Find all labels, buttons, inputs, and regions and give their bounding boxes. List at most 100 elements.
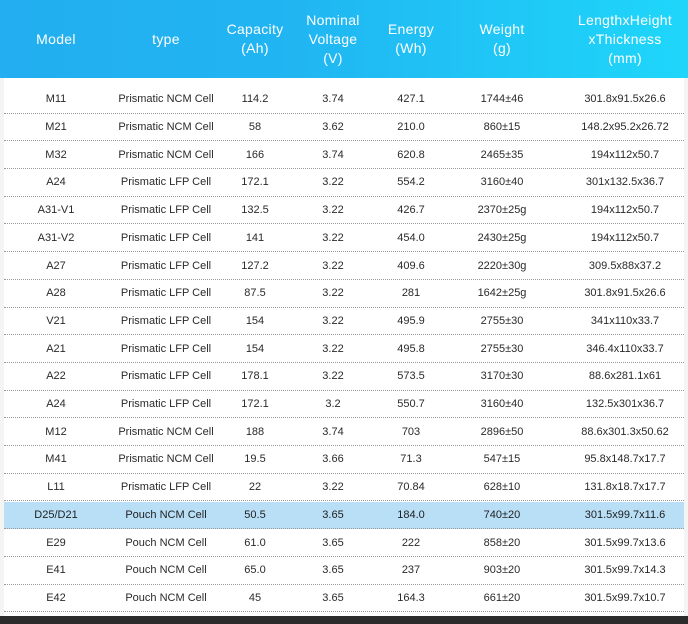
- cell-energy: 222: [401, 536, 421, 549]
- cell-model: M21: [45, 121, 67, 134]
- cell-voltage: 3.22: [322, 231, 344, 244]
- cell-weight: 661±20: [483, 591, 521, 604]
- cell-weight: 2220±30g: [477, 259, 527, 272]
- cell-type: Pouch NCM Cell: [125, 591, 207, 604]
- cell-capacity: 87.5: [244, 287, 266, 300]
- cell-type: Prismatic LFP Cell: [120, 204, 212, 217]
- cell-weight: 1744±46: [480, 93, 524, 106]
- table-row: A31-V1 Prismatic LFP Cell 132.5 3.22 426.7 23…: [4, 196, 684, 225]
- cell-type: Prismatic LFP Cell: [120, 342, 212, 355]
- cell-capacity: 154: [245, 342, 265, 355]
- cell-dimensions: 301.5x99.7x10.7: [584, 591, 666, 604]
- header-model: Model: [36, 30, 76, 47]
- cell-dimensions: 309.5x88x37.2: [588, 259, 662, 272]
- right-edge: [684, 78, 688, 624]
- cell-type: Prismatic NCM Cell: [118, 425, 214, 438]
- cell-voltage: 3.22: [322, 259, 344, 272]
- cell-model: A24: [46, 176, 66, 189]
- cell-capacity: 178.1: [241, 370, 269, 383]
- cell-weight: 2755±30: [480, 314, 524, 327]
- cell-type: Prismatic LFP Cell: [120, 259, 212, 272]
- cell-capacity: 22: [248, 481, 262, 494]
- cell-weight: 3160±40: [480, 176, 524, 189]
- cell-weight: 3170±30: [480, 370, 524, 383]
- cell-model: M32: [45, 148, 67, 161]
- table-row: M32 Prismatic NCM Cell 166 3.74 620.8 2465±35…: [4, 141, 684, 170]
- cell-capacity: 19.5: [244, 453, 266, 466]
- cell-energy: 164.3: [397, 591, 425, 604]
- cell-dimensions: 301.5x99.7x14.3: [584, 564, 666, 577]
- cell-dimensions: 194x112x50.7: [590, 231, 660, 244]
- cell-capacity: 114.2: [241, 93, 269, 106]
- cell-model: A28: [46, 287, 66, 300]
- cell-energy: 454.0: [397, 231, 425, 244]
- cell-energy: 620.8: [397, 148, 425, 161]
- cell-voltage: 3.65: [322, 591, 344, 604]
- cell-weight: 3160±40: [480, 398, 524, 411]
- cell-dimensions: 301x132.5x36.7: [585, 176, 665, 189]
- cell-model: M41: [45, 453, 67, 466]
- header-weight: Weight (g): [479, 21, 525, 56]
- cell-type: Prismatic LFP Cell: [120, 481, 212, 494]
- cell-weight: 547±15: [483, 453, 521, 466]
- cell-model: A27: [46, 259, 66, 272]
- cell-weight: 2370±25g: [477, 204, 527, 217]
- table-row: A27 Prismatic LFP Cell 127.2 3.22 409.6 2220±…: [4, 252, 684, 280]
- cell-voltage: 3.22: [322, 287, 344, 300]
- cell-energy: 237: [401, 564, 421, 577]
- table-header: Model type Capacity (Ah) Nominal Voltage (V…: [0, 0, 688, 78]
- cell-dimensions: 132.5x301x36.7: [585, 398, 665, 411]
- cell-dimensions: 301.5x99.7x11.6: [584, 508, 666, 521]
- cell-capacity: 61.0: [244, 536, 266, 549]
- cell-energy: 281: [401, 287, 421, 300]
- cell-type: Prismatic NCM Cell: [118, 148, 214, 161]
- cell-energy: 426.7: [397, 204, 425, 217]
- cell-model: V21: [46, 314, 66, 327]
- cell-model: D25/D21: [34, 508, 78, 521]
- cell-type: Prismatic NCM Cell: [118, 121, 214, 134]
- cell-weight: 2465±35: [480, 148, 524, 161]
- cell-capacity: 188: [245, 425, 265, 438]
- table-row: M12 Prismatic NCM Cell 188 3.74 703 2896±50 88…: [4, 418, 684, 447]
- cell-capacity: 132.5: [241, 204, 269, 217]
- cell-model: M12: [45, 425, 67, 438]
- cell-capacity: 141: [245, 231, 265, 244]
- cell-voltage: 3.22: [322, 176, 344, 189]
- cell-model: E29: [46, 536, 66, 549]
- cell-voltage: 3.22: [322, 342, 344, 355]
- cell-energy: 71.3: [400, 453, 422, 466]
- header-energy: Energy (Wh): [387, 21, 435, 56]
- cell-type: Pouch NCM Cell: [125, 536, 207, 549]
- cell-voltage: 3.65: [322, 536, 344, 549]
- header-dimensions: LengthxHeight xThickness (mm): [577, 11, 673, 66]
- cell-dimensions: 301.5x99.7x13.6: [584, 536, 666, 549]
- cell-capacity: 166: [245, 148, 265, 161]
- cell-weight: 2755±30: [480, 342, 524, 355]
- cell-dimensions: 301.8x91.5x26.6: [584, 93, 666, 106]
- cell-voltage: 3.66: [322, 453, 344, 466]
- cell-dimensions: 148.2x95.2x26.72: [581, 121, 669, 134]
- cell-type: Pouch NCM Cell: [125, 564, 207, 577]
- cell-dimensions: 88.6x301.3x50.62: [581, 425, 669, 438]
- cell-weight: 628±10: [483, 481, 521, 494]
- cell-model: E42: [46, 591, 66, 604]
- cell-type: Pouch NCM Cell: [125, 508, 207, 521]
- cell-model: A31-V1: [37, 204, 75, 217]
- cell-type: Prismatic LFP Cell: [120, 176, 212, 189]
- cell-voltage: 3.65: [322, 508, 344, 521]
- cell-type: Prismatic LFP Cell: [120, 231, 212, 244]
- cell-dimensions: 95.8x148.7x17.7: [584, 453, 666, 466]
- bottom-edge: [0, 616, 688, 624]
- cell-dimensions: 131.8x18.7x17.7: [584, 481, 666, 494]
- cell-capacity: 45: [248, 591, 262, 604]
- table-row: A24 Prismatic LFP Cell 172.1 3.22 554.2 3160±…: [4, 169, 684, 197]
- cell-capacity: 127.2: [241, 259, 269, 272]
- table-row: M21 Prismatic NCM Cell 58 3.62 210.0 860±15 14…: [4, 113, 684, 142]
- cell-weight: 860±15: [483, 121, 521, 134]
- table-row: M41 Prismatic NCM Cell 19.5 3.66 71.3 547±15 9…: [4, 446, 684, 474]
- table-row: A21 Prismatic LFP Cell 154 3.22 495.8 2755±30…: [4, 335, 684, 363]
- cell-dimensions: 341x110x33.7: [590, 314, 660, 327]
- cell-energy: 550.7: [397, 398, 425, 411]
- table-row: L11 Prismatic LFP Cell 22 3.22 70.84 628±10 13…: [4, 473, 684, 502]
- cell-energy: 495.9: [397, 314, 425, 327]
